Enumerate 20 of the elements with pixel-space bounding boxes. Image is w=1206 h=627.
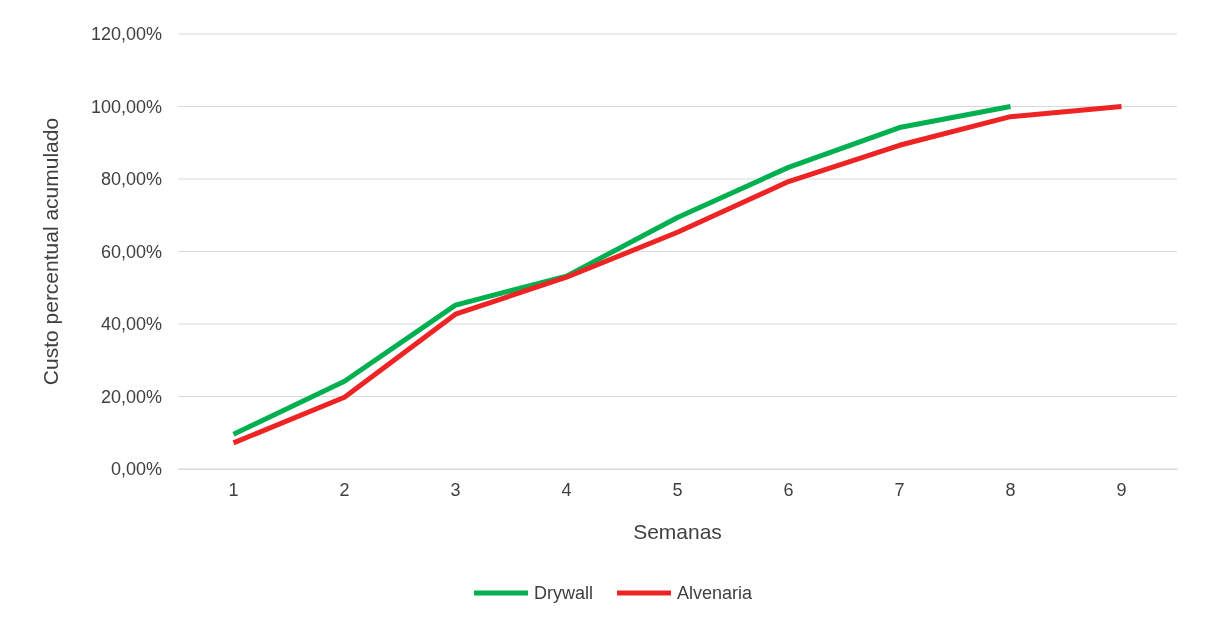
y-tick-label: 80,00% [100,169,162,190]
y-tick-label: 60,00% [100,241,162,262]
x-tick-label: 1 [228,479,239,500]
y-tick-label: 100,00% [90,96,162,117]
y-axis-title: Custo percentual acumulado [39,117,62,386]
x-tick-label: 5 [672,479,683,500]
x-tick-label: 7 [894,479,905,500]
y-tick-label: 120,00% [90,24,162,45]
legend-label: Drywall [533,583,593,604]
y-tick-label: 20,00% [100,386,162,407]
x-tick-label: 4 [561,479,572,500]
legend-label: Alvenaria [676,583,754,604]
x-tick-label: 2 [339,479,350,500]
x-tick-label: 8 [1005,479,1016,500]
x-tick-label: 9 [1116,479,1127,500]
y-tick-label: 40,00% [100,314,162,335]
x-tick-label: 3 [450,479,461,500]
y-tick-label: 0,00% [110,459,162,480]
x-tick-label: 6 [783,479,794,500]
x-axis-title: Semanas [633,520,722,543]
